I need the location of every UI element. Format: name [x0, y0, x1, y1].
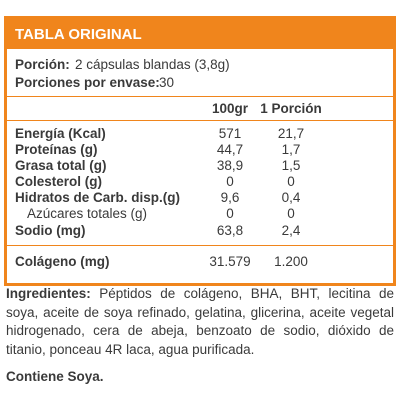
row-value-100g: 571: [218, 126, 242, 141]
row-name-energy: Energía (Kcal): [15, 126, 106, 141]
row-value-100g: 9,6: [220, 190, 240, 205]
row-name-fat: Grasa total (g): [15, 158, 107, 173]
row-value-portion: 0: [287, 206, 295, 221]
row-value-portion: 1,5: [281, 158, 301, 173]
row-value-portion: 1,7: [281, 142, 301, 157]
row-value-100g: 0: [226, 206, 234, 221]
row-name-sugars: Azúcares totales (g): [27, 206, 148, 221]
ingredients-paragraph: Ingredientes: Péptidos de colágeno, BHA,…: [6, 285, 394, 359]
servings-value: 30: [159, 75, 175, 90]
row-name-sodium: Sodio (mg): [15, 223, 86, 238]
row-value-100g: 38,9: [216, 158, 244, 173]
row-value-100g: 31.579: [209, 254, 251, 269]
row-value-portion: 0,4: [281, 190, 301, 205]
row-value-100g: 63,8: [216, 223, 244, 238]
divider: [7, 120, 393, 121]
row-value-100g: 0: [226, 174, 234, 189]
ingredients-label: Ingredientes:: [6, 286, 91, 301]
column-header-portion: 1 Porción: [260, 101, 322, 116]
row-name-protein: Proteínas (g): [15, 142, 98, 157]
row-value-portion: 0: [287, 174, 295, 189]
row-value-portion: 1.200: [274, 254, 308, 269]
row-name-collagen: Colágeno (mg): [15, 254, 110, 269]
servings-label: Porciones por envase:: [15, 75, 160, 90]
row-name-cholesterol: Colesterol (g): [15, 174, 103, 189]
row-name-carbs: Hidratos de Carb. disp.(g): [15, 190, 181, 205]
ingredients-text: Péptidos de colágeno, BHA, BHT, lecitina…: [6, 286, 394, 357]
row-value-100g: 44,7: [216, 142, 244, 157]
portion-label: Porción:: [15, 57, 70, 72]
table-title: TABLA ORIGINAL: [15, 26, 142, 43]
portion-value: 2 cápsulas blandas (3,8g): [75, 57, 230, 72]
divider: [7, 96, 393, 97]
divider: [7, 245, 393, 246]
row-value-portion: 2,4: [281, 223, 301, 238]
nutrition-table: TABLA ORIGINAL Porción: 2 cápsulas bland…: [4, 16, 396, 286]
table-header: TABLA ORIGINAL: [7, 19, 393, 49]
row-value-portion: 21,7: [277, 126, 305, 141]
column-header-100g: 100gr: [211, 101, 249, 116]
allergen-notice: Contiene Soya.: [6, 369, 104, 384]
